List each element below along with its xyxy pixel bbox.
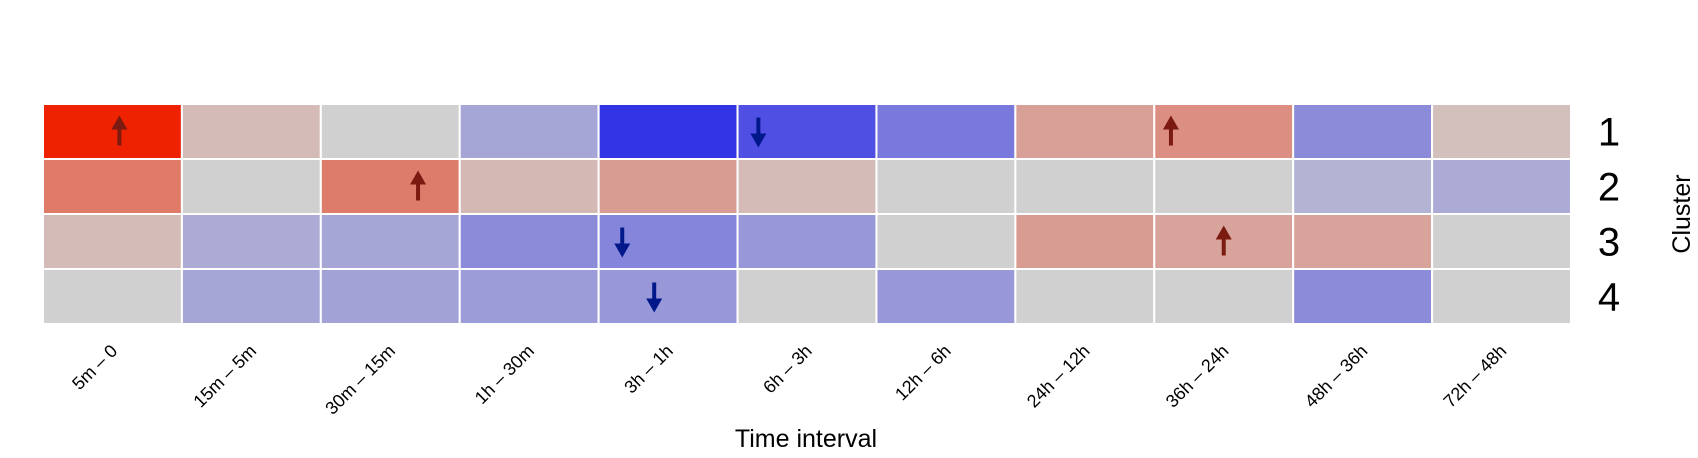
heatmap-cell	[1431, 213, 1573, 270]
heatmap-cell	[319, 158, 461, 215]
heatmap-cell	[42, 103, 183, 160]
heatmap-cell	[1431, 268, 1573, 325]
x-tick-label: 72h – 48h	[1440, 341, 1511, 412]
x-tick-label: 15m – 5m	[189, 341, 260, 412]
heatmap-cell	[180, 103, 322, 160]
heatmap-cell	[180, 268, 322, 325]
heatmap-cell	[1014, 213, 1156, 270]
row-label: 2	[1598, 166, 1620, 210]
x-axis-title: Time interval	[735, 425, 877, 453]
heatmap-cell	[1014, 103, 1156, 160]
x-tick-label: 30m – 15m	[321, 341, 399, 419]
row-label: 4	[1598, 276, 1620, 320]
x-tick-label: 6h – 3h	[759, 341, 816, 398]
heatmap-cell	[597, 103, 739, 160]
heatmap-cell	[180, 213, 322, 270]
heatmap-cell	[458, 213, 600, 270]
x-tick-label: 36h – 24h	[1162, 341, 1233, 412]
row-label: 3	[1598, 221, 1620, 265]
heatmap-cell	[1014, 268, 1156, 325]
heatmap-cell	[1014, 158, 1156, 215]
down-arrow-icon	[614, 227, 631, 258]
heatmap-cell	[1292, 213, 1434, 270]
down-arrow-icon	[646, 282, 663, 313]
x-tick-label: 5m – 0	[68, 341, 121, 394]
heatmap-cell	[875, 268, 1017, 325]
row-labels: 1 2 3 4	[1598, 111, 1620, 320]
heatmap-cell	[597, 158, 739, 215]
up-arrow-icon	[1162, 115, 1179, 146]
heatmap-cell	[1431, 158, 1573, 215]
heatmap-cell	[319, 213, 461, 270]
column-labels: 5m – 0 15m – 5m 30m – 15m 1h – 30m 3h – 1h 6h…	[68, 341, 1510, 419]
heatmap-cell	[736, 213, 878, 270]
heatmap-cell	[875, 158, 1017, 215]
heatmap-cell	[42, 158, 183, 215]
heatmap-cell	[180, 158, 322, 215]
heatmap-cell	[597, 213, 739, 270]
heatmap-cell	[1153, 103, 1295, 160]
up-arrow-icon	[1215, 225, 1232, 256]
x-tick-label: 12h – 6h	[891, 341, 955, 405]
heatmap-cell	[42, 213, 183, 270]
up-arrow-icon	[111, 115, 128, 146]
heatmap-cell	[1431, 103, 1573, 160]
x-tick-label: 24h – 12h	[1023, 341, 1094, 412]
heatmap-cell	[875, 103, 1017, 160]
heatmap-cell	[1292, 158, 1434, 215]
down-arrow-icon	[750, 117, 767, 148]
heatmap-cell	[1153, 268, 1295, 325]
heatmap-cells	[42, 103, 1573, 325]
row-label: 1	[1598, 111, 1620, 155]
x-tick-label: 48h – 36h	[1301, 341, 1372, 412]
heatmap-cell	[597, 268, 739, 325]
up-arrow-icon	[410, 170, 427, 201]
y-axis-title: Cluster	[1668, 174, 1696, 253]
heatmap-cell	[736, 103, 878, 160]
heatmap-arrows	[111, 115, 1232, 313]
heatmap-cell	[1292, 268, 1434, 325]
heatmap-cell	[458, 158, 600, 215]
heatmap-cell	[875, 213, 1017, 270]
x-tick-label: 1h – 30m	[471, 341, 538, 408]
heatmap-cell	[458, 103, 600, 160]
heatmap-cell	[1153, 158, 1295, 215]
heatmap-cell	[319, 103, 461, 160]
heatmap-cell	[42, 268, 183, 325]
x-tick-label: 3h – 1h	[620, 341, 677, 398]
heatmap-cell	[319, 268, 461, 325]
heatmap-cell	[1292, 103, 1434, 160]
heatmap-cell	[458, 268, 600, 325]
heatmap-cell	[736, 268, 878, 325]
heatmap-cell	[736, 158, 878, 215]
